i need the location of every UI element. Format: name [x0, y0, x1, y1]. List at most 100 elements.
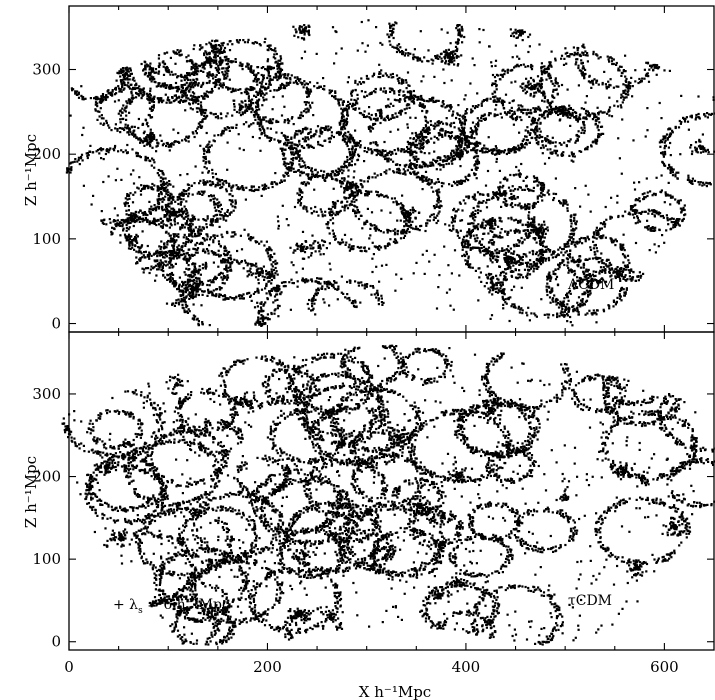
galaxy-point [344, 131, 347, 134]
galaxy-point [301, 131, 304, 134]
galaxy-point [304, 103, 308, 106]
galaxy-point [521, 108, 524, 111]
galaxy-point [173, 281, 176, 284]
galaxy-point [167, 232, 170, 235]
galaxy-point [592, 53, 595, 56]
galaxy-point [395, 74, 399, 77]
galaxy-point [211, 292, 214, 295]
galaxy-point [360, 250, 363, 253]
galaxy-point [290, 117, 293, 120]
galaxy-point [440, 104, 443, 107]
galaxy-point [185, 60, 189, 63]
galaxy-point [205, 81, 208, 85]
galaxy-point [233, 258, 236, 261]
galaxy-point [279, 73, 282, 76]
galaxy-point [466, 261, 469, 264]
galaxy-point [386, 196, 389, 199]
galaxy-point [460, 126, 463, 129]
galaxy-point [287, 83, 290, 86]
galaxy-point [615, 61, 618, 65]
galaxy-point [274, 262, 277, 266]
galaxy-point [277, 59, 280, 62]
galaxy-point [206, 233, 209, 236]
galaxy-point [432, 96, 435, 99]
galaxy-point [316, 125, 320, 128]
galaxy-point [537, 236, 540, 239]
galaxy-point [380, 112, 383, 115]
galaxy-point [286, 118, 289, 121]
galaxy-point [460, 25, 463, 28]
galaxy-point [180, 249, 183, 252]
galaxy-point [303, 161, 306, 164]
galaxy-point [443, 159, 446, 162]
galaxy-point [345, 122, 348, 125]
galaxy-point [517, 65, 520, 68]
galaxy-point [402, 90, 405, 93]
galaxy-point [293, 136, 296, 139]
galaxy-point [334, 206, 337, 209]
galaxy-point [178, 283, 181, 286]
galaxy-point [648, 68, 651, 71]
galaxy-point [108, 92, 112, 95]
galaxy-point [189, 74, 192, 77]
galaxy-point [124, 123, 127, 126]
galaxy-point [192, 78, 195, 81]
galaxy-point [214, 251, 217, 255]
galaxy-point [139, 209, 142, 212]
galaxy-point [435, 161, 438, 164]
galaxy-point [630, 269, 633, 272]
galaxy-point [540, 77, 543, 80]
galaxy-point [450, 134, 453, 137]
galaxy-point [276, 62, 279, 65]
galaxy-point [513, 219, 516, 222]
galaxy-point [185, 192, 188, 195]
galaxy-point [582, 52, 585, 55]
galaxy-point [354, 81, 357, 84]
galaxy-point [97, 97, 100, 100]
galaxy-point [176, 87, 179, 90]
galaxy-point [138, 94, 141, 97]
galaxy-point [612, 58, 615, 61]
galaxy-point [131, 214, 134, 217]
galaxy-point [334, 97, 337, 100]
galaxy-point [638, 271, 641, 274]
galaxy-point [394, 112, 397, 115]
galaxy-point [222, 41, 225, 45]
galaxy-point [190, 81, 193, 84]
galaxy-point [285, 81, 288, 84]
galaxy-point [196, 230, 200, 233]
galaxy-point [345, 241, 348, 244]
galaxy-point [182, 282, 185, 285]
galaxy-point [202, 248, 205, 251]
galaxy-point [669, 168, 672, 171]
galaxy-point [268, 119, 271, 122]
galaxy-point [239, 234, 242, 237]
galaxy-point [529, 66, 533, 69]
galaxy-point [268, 139, 271, 143]
galaxy-point [510, 274, 513, 277]
galaxy-point [183, 281, 186, 284]
galaxy-point [166, 98, 169, 101]
galaxy-point [358, 81, 361, 84]
galaxy-point [302, 171, 305, 174]
galaxy-point [461, 240, 464, 243]
galaxy-point [531, 253, 535, 256]
galaxy-point [407, 84, 410, 87]
galaxy-point [536, 75, 540, 78]
galaxy-point [453, 151, 456, 154]
galaxy-point [524, 229, 527, 232]
galaxy-point [280, 68, 284, 71]
galaxy-point [423, 105, 426, 108]
galaxy-point [205, 51, 208, 54]
galaxy-point [475, 152, 478, 155]
galaxy-point [348, 133, 351, 136]
galaxy-point [488, 274, 491, 277]
galaxy-point [181, 215, 184, 218]
galaxy-point [171, 244, 174, 247]
galaxy-point [119, 75, 122, 78]
galaxy-point [170, 70, 173, 73]
galaxy-point [316, 86, 319, 90]
galaxy-point [569, 53, 572, 56]
galaxy-point [190, 234, 193, 237]
galaxy-point [152, 104, 155, 107]
